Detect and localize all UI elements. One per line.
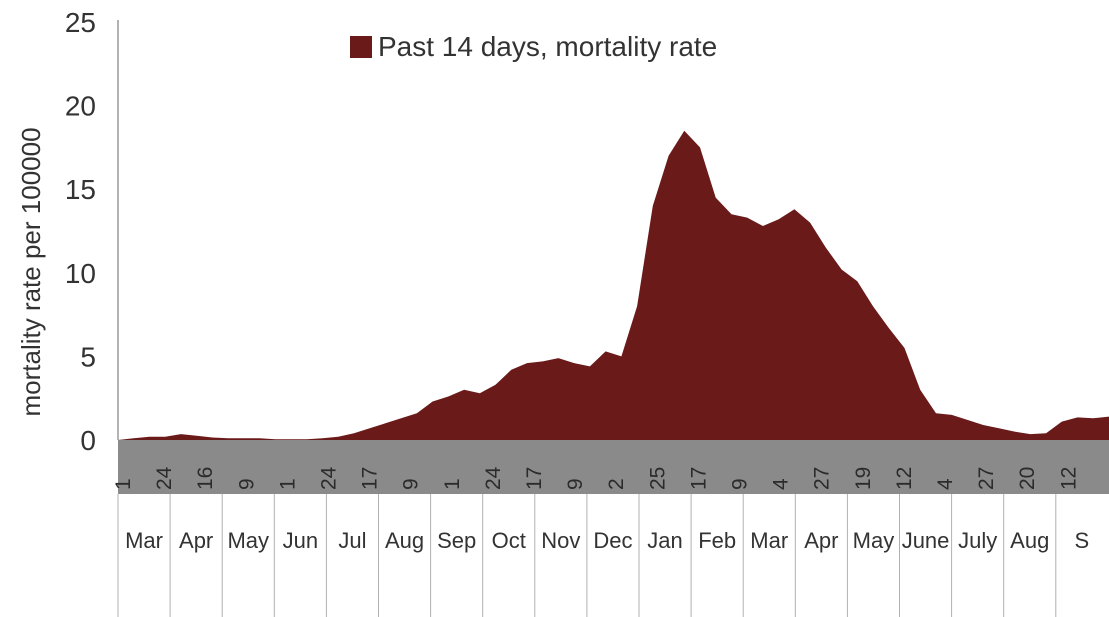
month-label: May [853, 528, 895, 553]
month-label: Mar [750, 528, 788, 553]
y-tick-label: 0 [80, 425, 96, 456]
legend-label: Past 14 days, mortality rate [378, 31, 717, 62]
date-tick-label: 27 [811, 467, 834, 490]
month-label: Nov [541, 528, 580, 553]
date-tick-label: 12 [893, 467, 916, 490]
date-tick-label: 4 [770, 478, 793, 490]
date-tick-label: 1 [441, 478, 464, 490]
date-tick-label: 17 [359, 467, 382, 490]
date-tick-label: 17 [523, 467, 546, 490]
month-label: Jan [647, 528, 682, 553]
date-tick-label: 9 [729, 478, 752, 490]
date-tick-label: 24 [318, 466, 341, 490]
y-tick-label: 10 [65, 258, 96, 289]
date-tick-label: 1 [276, 478, 299, 490]
y-axis-label: mortality rate per 100000 [16, 127, 46, 416]
month-label: Oct [492, 528, 526, 553]
date-tick-label: 9 [564, 478, 587, 490]
month-label: S [1075, 528, 1090, 553]
month-label: Mar [125, 528, 163, 553]
date-tick-label: 17 [687, 467, 710, 490]
date-tick-label: 1 [112, 478, 135, 490]
y-tick-label: 5 [80, 341, 96, 372]
y-tick-label: 15 [65, 174, 96, 205]
month-label: Apr [804, 528, 838, 553]
date-tick-label: 9 [235, 478, 258, 490]
month-label: Dec [593, 528, 632, 553]
month-label: Aug [1010, 528, 1049, 553]
month-label: Jul [338, 528, 366, 553]
date-tick-label: 12 [1057, 467, 1080, 490]
date-tick-label: 24 [482, 466, 505, 490]
date-tick-label: 2 [605, 478, 628, 490]
month-label: May [227, 528, 269, 553]
month-label: Aug [385, 528, 424, 553]
y-tick-label: 25 [65, 7, 96, 38]
date-tick-label: 19 [852, 467, 875, 490]
y-tick-label: 20 [65, 91, 96, 122]
month-label: Feb [698, 528, 736, 553]
month-label: July [958, 528, 997, 553]
date-tick-label: 27 [975, 467, 998, 490]
month-label: Jun [283, 528, 318, 553]
month-label: Sep [437, 528, 476, 553]
y-axis-label-text: mortality rate per 100000 [16, 127, 46, 416]
date-tick-label: 16 [194, 467, 217, 490]
date-tick-label: 9 [400, 478, 423, 490]
legend: Past 14 days, mortality rate [350, 31, 717, 62]
date-tick-label: 4 [934, 478, 957, 490]
date-tick-band [118, 440, 1109, 494]
y-axis-ticks: 0 5 10 15 20 25 [65, 7, 96, 456]
date-tick-label: 25 [646, 467, 669, 490]
date-tick-label: 20 [1016, 467, 1039, 490]
month-label: Apr [179, 528, 213, 553]
month-labels: Mar Apr May Jun Jul Aug Sep Oct Nov Dec Jan Feb Mar A… [117, 494, 1090, 617]
date-tick-label: 24 [153, 466, 176, 490]
legend-swatch [350, 36, 372, 58]
series-area-layer [118, 130, 1109, 440]
date-tick-labels: 1 24 16 9 1 24 17 9 1 24 17 9 2 25 17 9 4 27 19 12 4 27 20 12 [112, 466, 1080, 490]
series-area-mortality [118, 130, 1109, 440]
date-band-background [118, 440, 1109, 494]
month-label: June [902, 528, 950, 553]
